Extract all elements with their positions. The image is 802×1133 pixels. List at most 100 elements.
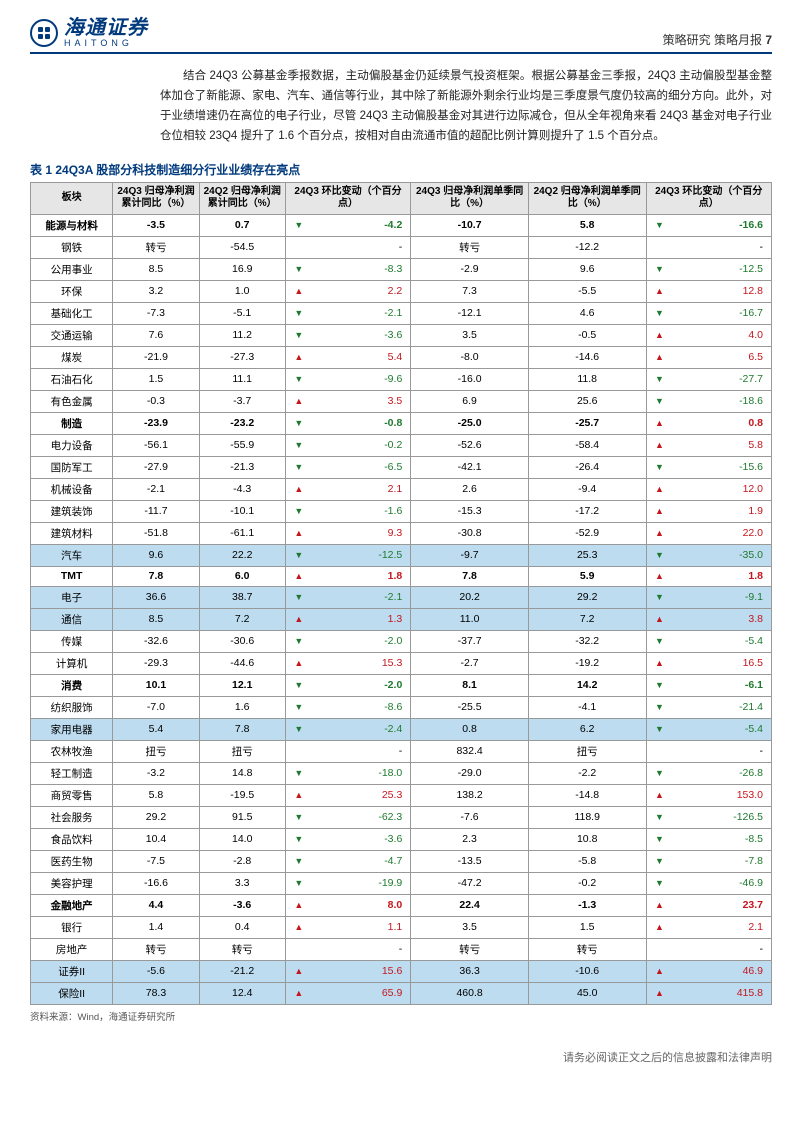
cell-c4: -30.8 [411,522,529,544]
cell-sector: TMT [31,566,113,586]
cell-c1: 8.5 [113,258,199,280]
cell-c1: -56.1 [113,434,199,456]
cell-delta2: ▲6.5 [646,346,772,368]
cell-delta2: - [646,938,772,960]
cell-c4: -15.3 [411,500,529,522]
body-paragraph: 结合 24Q3 公募基金季报数据，主动偏股基金仍延续景气投资框架。根据公募基金三… [160,66,772,147]
cell-sector: 社会服务 [31,806,113,828]
cell-c4: -2.7 [411,652,529,674]
cell-delta1: ▼-0.2 [285,434,410,456]
cell-c2: 1.0 [199,280,285,302]
cell-c2: 16.9 [199,258,285,280]
cell-c1: -5.6 [113,960,199,982]
cell-c2: -44.6 [199,652,285,674]
cell-c4: 2.3 [411,828,529,850]
table-row: 社会服务29.291.5▼-62.3-7.6118.9▼-126.5 [31,806,772,828]
cell-c2: 0.4 [199,916,285,938]
logo-en: HAITONG [64,39,148,48]
cell-c5: -9.4 [528,478,646,500]
cell-sector: 电力设备 [31,434,113,456]
cell-c1: -16.6 [113,872,199,894]
cell-sector: 保险II [31,982,113,1004]
cell-c4: -37.7 [411,630,529,652]
cell-c1: -3.5 [113,214,199,236]
cell-delta2: - [646,740,772,762]
cell-delta1: ▼-19.9 [285,872,410,894]
cell-c5: -1.3 [528,894,646,916]
cell-delta2: ▲415.8 [646,982,772,1004]
cell-delta1: ▲15.6 [285,960,410,982]
cell-delta1: ▲3.5 [285,390,410,412]
th-c4: 24Q3 归母净利润单季同比（%） [411,182,529,214]
table-row: 机械设备-2.1-4.3▲2.12.6-9.4▲12.0 [31,478,772,500]
data-table: 板块 24Q3 归母净利润累计同比（%） 24Q2 归母净利润累计同比（%） 2… [30,182,772,1005]
cell-c1: -23.9 [113,412,199,434]
table-row: 通信8.57.2▲1.311.07.2▲3.8 [31,608,772,630]
cell-c2: -21.3 [199,456,285,478]
cell-c2: 22.2 [199,544,285,566]
cell-delta2: - [646,236,772,258]
cell-c2: 7.2 [199,608,285,630]
table-row: 房地产转亏转亏-转亏转亏- [31,938,772,960]
cell-c1: 扭亏 [113,740,199,762]
cell-delta1: ▼-1.6 [285,500,410,522]
cell-c5: -17.2 [528,500,646,522]
cell-c2: 11.2 [199,324,285,346]
cell-c5: -19.2 [528,652,646,674]
logo-cn: 海通证券 [64,18,148,38]
cell-delta1: ▲9.3 [285,522,410,544]
cell-delta1: ▼-12.5 [285,544,410,566]
cell-delta2: ▼-126.5 [646,806,772,828]
cell-delta2: ▲4.0 [646,324,772,346]
cell-c5: 25.3 [528,544,646,566]
cell-c4: 3.5 [411,324,529,346]
table-row: 电力设备-56.1-55.9▼-0.2-52.6-58.4▲5.8 [31,434,772,456]
cell-c1: -7.3 [113,302,199,324]
cell-delta1: ▲1.3 [285,608,410,630]
cell-sector: 农林牧渔 [31,740,113,762]
table-row: 能源与材料-3.50.7▼-4.2-10.75.8▼-16.6 [31,214,772,236]
table-row: 电子36.638.7▼-2.120.229.2▼-9.1 [31,586,772,608]
cell-c2: 14.8 [199,762,285,784]
cell-delta2: ▼-5.4 [646,630,772,652]
cell-c4: -52.6 [411,434,529,456]
cell-c4: 转亏 [411,236,529,258]
cell-delta1: ▲25.3 [285,784,410,806]
cell-c5: 10.8 [528,828,646,850]
cell-c5: -5.8 [528,850,646,872]
cell-c2: 6.0 [199,566,285,586]
cell-c1: -51.8 [113,522,199,544]
cell-c2: -3.6 [199,894,285,916]
cell-sector: 基础化工 [31,302,113,324]
table-row: 证券II-5.6-21.2▲15.636.3-10.6▲46.9 [31,960,772,982]
cell-c5: -26.4 [528,456,646,478]
cell-c4: 460.8 [411,982,529,1004]
cell-c5: -0.5 [528,324,646,346]
table-row: 汽车9.622.2▼-12.5-9.725.3▼-35.0 [31,544,772,566]
cell-c1: -0.3 [113,390,199,412]
cell-sector: 电子 [31,586,113,608]
cell-delta1: ▼-4.7 [285,850,410,872]
cell-c1: 7.8 [113,566,199,586]
cell-delta1: ▼-3.6 [285,324,410,346]
cell-delta2: ▲1.8 [646,566,772,586]
page-header: 海通证券 HAITONG 策略研究 策略月报 7 [30,18,772,54]
cell-delta2: ▼-12.5 [646,258,772,280]
cell-delta2: ▲0.8 [646,412,772,434]
table-row: 建筑装饰-11.7-10.1▼-1.6-15.3-17.2▲1.9 [31,500,772,522]
table-row: 纺织服饰-7.01.6▼-8.6-25.5-4.1▼-21.4 [31,696,772,718]
cell-c5: -32.2 [528,630,646,652]
cell-delta2: ▲1.9 [646,500,772,522]
logo-block: 海通证券 HAITONG [30,18,148,48]
cell-sector: 通信 [31,608,113,630]
table-row: 金融地产4.4-3.6▲8.022.4-1.3▲23.7 [31,894,772,916]
cell-c5: 1.5 [528,916,646,938]
cell-delta2: ▲12.0 [646,478,772,500]
cell-sector: 传媒 [31,630,113,652]
cell-c5: -58.4 [528,434,646,456]
table-row: 公用事业8.516.9▼-8.3-2.99.6▼-12.5 [31,258,772,280]
table-row: 有色金属-0.3-3.7▲3.56.925.6▼-18.6 [31,390,772,412]
cell-c4: -7.6 [411,806,529,828]
cell-c5: 25.6 [528,390,646,412]
cell-c5: -14.6 [528,346,646,368]
